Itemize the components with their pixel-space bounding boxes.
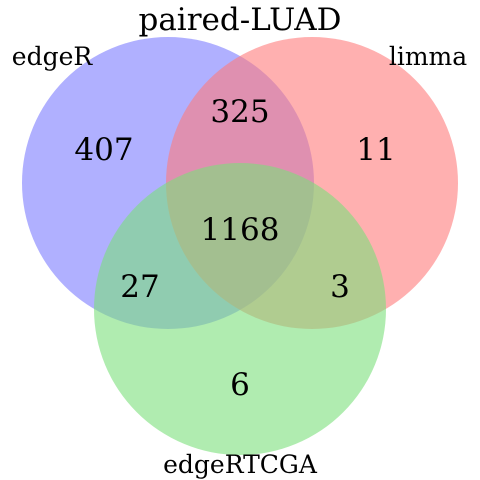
- count-all-three: 1168: [201, 212, 280, 248]
- count-edgeR-limma: 325: [210, 94, 269, 130]
- set-label-limma: limma: [389, 42, 467, 71]
- set-label-edgeR: edgeR: [12, 42, 94, 71]
- set-label-edgeRTCGA: edgeRTCGA: [163, 450, 318, 479]
- count-limma-only: 11: [356, 132, 395, 168]
- count-edgeRTCGA-only: 6: [230, 367, 250, 403]
- count-limma-edgeRTCGA: 3: [330, 269, 350, 305]
- edgeRTCGA-circle: [94, 163, 386, 455]
- count-edgeR-only: 407: [74, 132, 133, 168]
- count-edgeR-edgeRTCGA: 27: [120, 269, 159, 305]
- diagram-title: paired-LUAD: [138, 2, 341, 38]
